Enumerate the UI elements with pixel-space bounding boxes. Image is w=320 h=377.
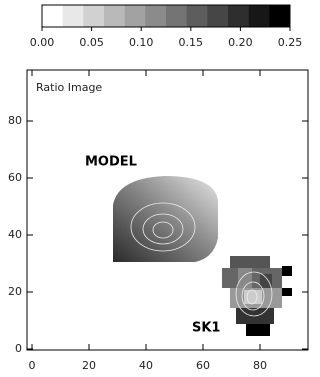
x-tick-label: 20 [82, 359, 96, 372]
y-tick-label: 40 [8, 228, 22, 241]
colorbar-cell [42, 5, 64, 27]
x-tick-label: 80 [253, 359, 267, 372]
annotation: SK1 [192, 321, 220, 336]
colorbar-tick-label: 0.20 [228, 36, 253, 49]
colorbar-cell [248, 5, 270, 27]
colorbar-cell [124, 5, 146, 27]
colorbar-cell [228, 5, 250, 27]
x-tick-label: 0 [29, 359, 36, 372]
colorbar-tick-label: 0.05 [79, 36, 104, 49]
y-tick-label: 60 [8, 171, 22, 184]
y-tick-label: 80 [8, 114, 22, 127]
colorbar-cell [104, 5, 126, 27]
colorbar-cell [269, 5, 291, 27]
y-tick-label: 20 [8, 285, 22, 298]
sk1-blob [222, 256, 292, 336]
colorbar-tick-label: 0.15 [179, 36, 204, 49]
colorbar-tick-label: 0.25 [278, 36, 303, 49]
colorbar-cell [62, 5, 84, 27]
x-tick-label: 60 [196, 359, 210, 372]
colorbar-tick-label: 0.00 [30, 36, 55, 49]
colorbar-cell [83, 5, 105, 27]
colorbar-cell [207, 5, 229, 27]
colorbar-frame [41, 4, 291, 28]
figure: 0.00 0.05 0.10 0.15 0.20 0.25 Ratio Image MOD… [8, 4, 309, 372]
y-tick-label: 0 [15, 342, 22, 355]
plot-title: Ratio Image [36, 81, 102, 94]
colorbar: 0.00 0.05 0.10 0.15 0.20 0.25 [30, 4, 303, 49]
model-blob [113, 176, 218, 262]
annotation: MODEL [85, 155, 137, 170]
x-tick-label: 40 [139, 359, 153, 372]
colorbar-cell [166, 5, 188, 27]
colorbar-cell [145, 5, 167, 27]
colorbar-tick-label: 0.10 [129, 36, 154, 49]
colorbar-cell [186, 5, 208, 27]
